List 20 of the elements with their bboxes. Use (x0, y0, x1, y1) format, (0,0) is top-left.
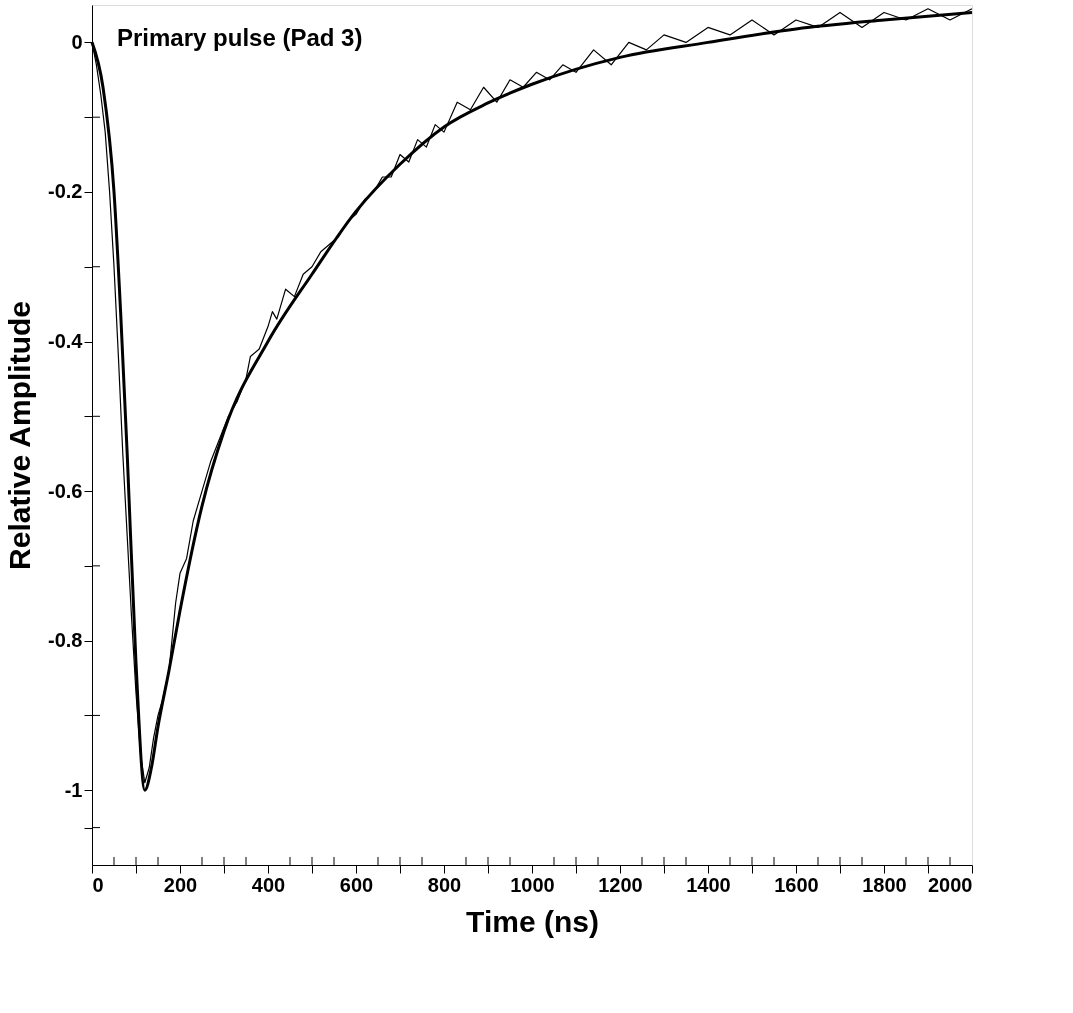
x-tick-label: 2000 (928, 873, 973, 896)
x-tick-label: 1000 (510, 873, 555, 896)
x-tick-label: 0 (92, 873, 104, 896)
y-tick-label: -0.4 (48, 330, 84, 353)
x-tick-label: 800 (427, 873, 462, 896)
x-tick-label: 1600 (774, 873, 819, 896)
y-tick-label: 0 (71, 30, 83, 53)
y-tick-label: -0.6 (48, 479, 83, 502)
x-tick-label: 600 (339, 873, 374, 896)
y-tick-label: -0.8 (48, 629, 83, 652)
y-tick-label: -0.2 (48, 180, 83, 203)
x-axis-title: Time (ns) (466, 904, 599, 938)
y-tick-label: -1 (64, 778, 83, 801)
x-tick-label: 1200 (598, 873, 643, 896)
x-tick-label: 200 (163, 873, 198, 896)
x-tick-label: 1400 (686, 873, 731, 896)
y-axis-title: Relative Amplitude (3, 301, 37, 570)
x-tick-label: 400 (251, 873, 286, 896)
annotation: Primary pulse (Pad 3) (117, 24, 363, 51)
x-tick-label: 1800 (862, 873, 907, 896)
